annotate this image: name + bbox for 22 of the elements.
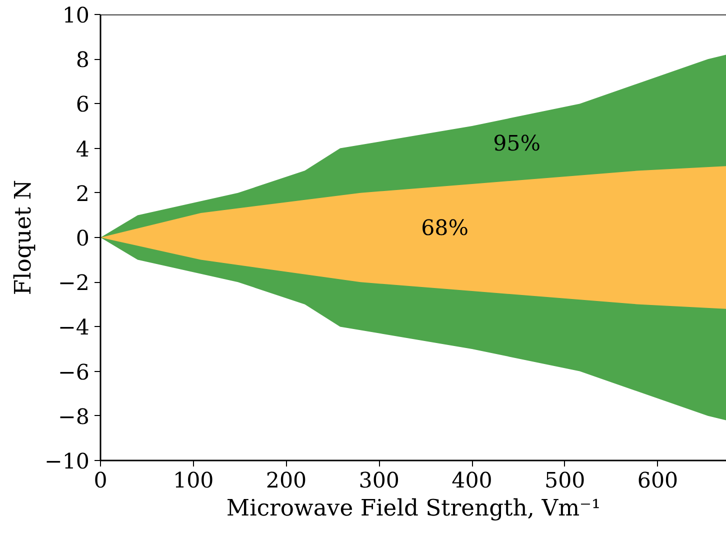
y-tick-label: 6 <box>76 92 90 118</box>
y-axis-title: Floquet N <box>10 180 36 296</box>
y-tick-label: 2 <box>76 182 90 207</box>
x-tick-label: 300 <box>358 468 400 494</box>
y-tick-label: −8 <box>58 404 90 430</box>
annotation: 68% <box>421 216 469 242</box>
x-tick-label: 500 <box>544 468 586 494</box>
x-tick-label: 200 <box>266 468 307 494</box>
y-tick-label: −2 <box>58 271 90 296</box>
x-tick-label: 0 <box>94 468 108 494</box>
x-tick-label: 400 <box>452 468 492 494</box>
x-tick-label: 100 <box>173 468 214 494</box>
x-tick-label: 600 <box>637 468 678 494</box>
y-tick-label: −10 <box>44 450 90 474</box>
y-tick-label: −4 <box>58 316 90 341</box>
y-tick-label: 8 <box>76 48 90 74</box>
y-tick-label: −6 <box>58 360 90 386</box>
y-tick-label: 10 <box>62 4 90 28</box>
x-axis-title: Microwave Field Strength, Vm⁻¹ <box>226 496 601 522</box>
y-tick-label: 0 <box>76 226 90 252</box>
annotation: 95% <box>493 131 540 156</box>
y-tick-label: 4 <box>76 137 90 162</box>
